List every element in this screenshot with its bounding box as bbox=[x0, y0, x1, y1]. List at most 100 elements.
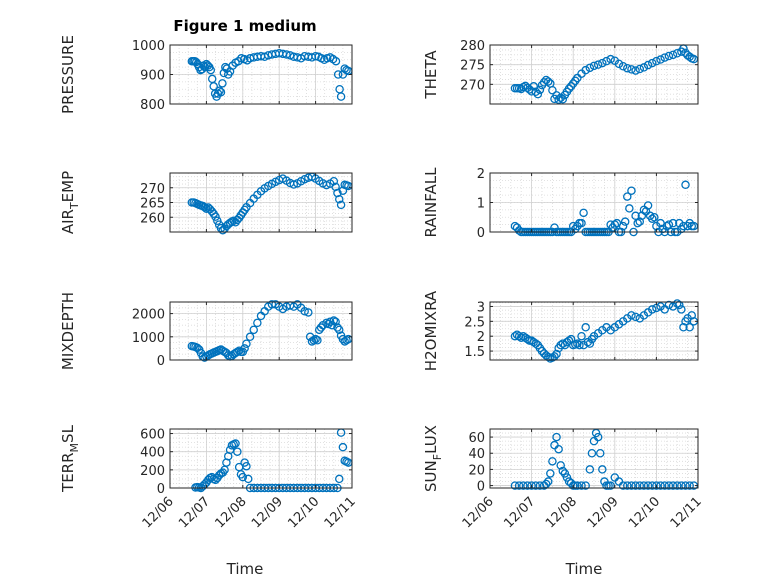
data-point bbox=[664, 300, 674, 310]
y-tick-label: 2 bbox=[477, 167, 485, 182]
y-tick-label: 3 bbox=[477, 300, 485, 315]
data-point bbox=[681, 180, 690, 190]
y-axis-label-end: LUX bbox=[422, 425, 440, 454]
data-point bbox=[218, 79, 227, 88]
data-point bbox=[587, 448, 597, 458]
y-tick-label: 0 bbox=[157, 482, 165, 497]
y-tick-label: 1000 bbox=[132, 331, 165, 346]
x-tick-label: 12/06 bbox=[140, 494, 177, 531]
y-tick-label: 0 bbox=[477, 480, 485, 495]
data-point bbox=[643, 201, 653, 210]
data-series bbox=[510, 428, 699, 490]
y-axis-label: RAINFALL bbox=[422, 167, 440, 238]
y-axis-label-subscript: T bbox=[68, 202, 81, 210]
subplot-6: 1.522.53 H2OMIXRA bbox=[422, 290, 699, 371]
data-point bbox=[238, 472, 248, 482]
data-point bbox=[564, 84, 574, 93]
grid bbox=[489, 428, 699, 488]
subplot-4: 0 1 2 RAINFALL bbox=[422, 167, 699, 241]
data-point bbox=[523, 481, 532, 490]
axes-box bbox=[489, 428, 699, 489]
y-axis-label-subscript: M bbox=[68, 443, 81, 453]
y-tick-label: 2000 bbox=[132, 308, 165, 323]
y-axis-label: AIRTEMP bbox=[59, 171, 81, 234]
y-tick-label: 260 bbox=[140, 211, 165, 226]
y-axis-label: H2OMIXRA bbox=[422, 290, 440, 371]
data-point bbox=[242, 461, 251, 471]
x-tick-label: 12/11 bbox=[322, 494, 359, 531]
data-point bbox=[329, 316, 339, 325]
data-point bbox=[631, 312, 640, 322]
data-point bbox=[539, 78, 549, 87]
y-tick-label: 200 bbox=[140, 464, 165, 479]
data-point bbox=[223, 351, 233, 360]
data-point bbox=[242, 339, 251, 349]
data-point bbox=[647, 58, 657, 68]
data-point bbox=[331, 317, 340, 326]
data-series bbox=[187, 300, 353, 362]
data-point bbox=[581, 65, 590, 75]
y-axis-label-end: EMP bbox=[59, 171, 77, 202]
data-point bbox=[639, 481, 649, 490]
y-axis-label-main: SUN bbox=[422, 460, 440, 492]
y-tick-label: 2 bbox=[477, 330, 485, 345]
data-point bbox=[510, 331, 520, 341]
y-axis-label-main: RAINFALL bbox=[422, 167, 440, 238]
data-point bbox=[338, 334, 348, 344]
data-point bbox=[585, 465, 595, 474]
axes-box bbox=[489, 301, 699, 361]
data-point bbox=[677, 481, 686, 490]
data-point bbox=[593, 432, 603, 442]
data-point bbox=[647, 481, 657, 490]
data-point bbox=[335, 325, 344, 335]
data-point bbox=[685, 323, 694, 332]
y-tick-label: 0 bbox=[157, 354, 165, 369]
y-tick-label: 265 bbox=[140, 197, 165, 212]
data-point bbox=[627, 311, 636, 320]
data-point bbox=[618, 221, 628, 231]
data-point bbox=[656, 55, 665, 64]
data-point bbox=[215, 86, 224, 95]
y-tick-label: 800 bbox=[140, 98, 165, 113]
data-point bbox=[618, 481, 628, 490]
data-point bbox=[593, 60, 603, 69]
data-point bbox=[556, 461, 565, 470]
x-tick-label: 12/09 bbox=[585, 494, 622, 531]
data-point bbox=[304, 308, 313, 317]
data-point bbox=[627, 186, 636, 195]
data-point bbox=[647, 305, 657, 314]
data-point bbox=[531, 481, 541, 490]
data-point bbox=[579, 208, 588, 218]
data-point bbox=[589, 61, 599, 71]
data-point bbox=[333, 70, 343, 79]
y-tick-label: 0 bbox=[477, 226, 485, 241]
data-point bbox=[595, 448, 605, 458]
data-point bbox=[677, 305, 686, 314]
data-point bbox=[289, 180, 299, 189]
data-point bbox=[543, 77, 553, 86]
data-point bbox=[585, 339, 595, 348]
data-point bbox=[560, 469, 570, 478]
data-point bbox=[664, 220, 674, 229]
data-point bbox=[664, 51, 674, 61]
data-point bbox=[660, 481, 669, 490]
data-point bbox=[689, 221, 699, 231]
data-point bbox=[240, 344, 249, 353]
data-point bbox=[282, 50, 291, 59]
data-point bbox=[631, 481, 640, 490]
data-point bbox=[200, 202, 209, 212]
x-tick-label: 12/08 bbox=[213, 494, 250, 531]
data-point bbox=[342, 336, 351, 345]
data-point bbox=[529, 82, 538, 91]
x-axis-label: Time bbox=[226, 560, 264, 578]
y-axis-label: TERRMSL bbox=[59, 424, 81, 493]
y-axis-label: PRESSURE bbox=[59, 35, 77, 114]
data-point bbox=[267, 300, 277, 309]
data-point bbox=[527, 481, 536, 490]
data-point bbox=[652, 481, 661, 490]
data-point bbox=[650, 212, 659, 222]
data-point bbox=[614, 59, 624, 69]
data-point bbox=[620, 217, 630, 226]
data-point bbox=[309, 336, 319, 345]
